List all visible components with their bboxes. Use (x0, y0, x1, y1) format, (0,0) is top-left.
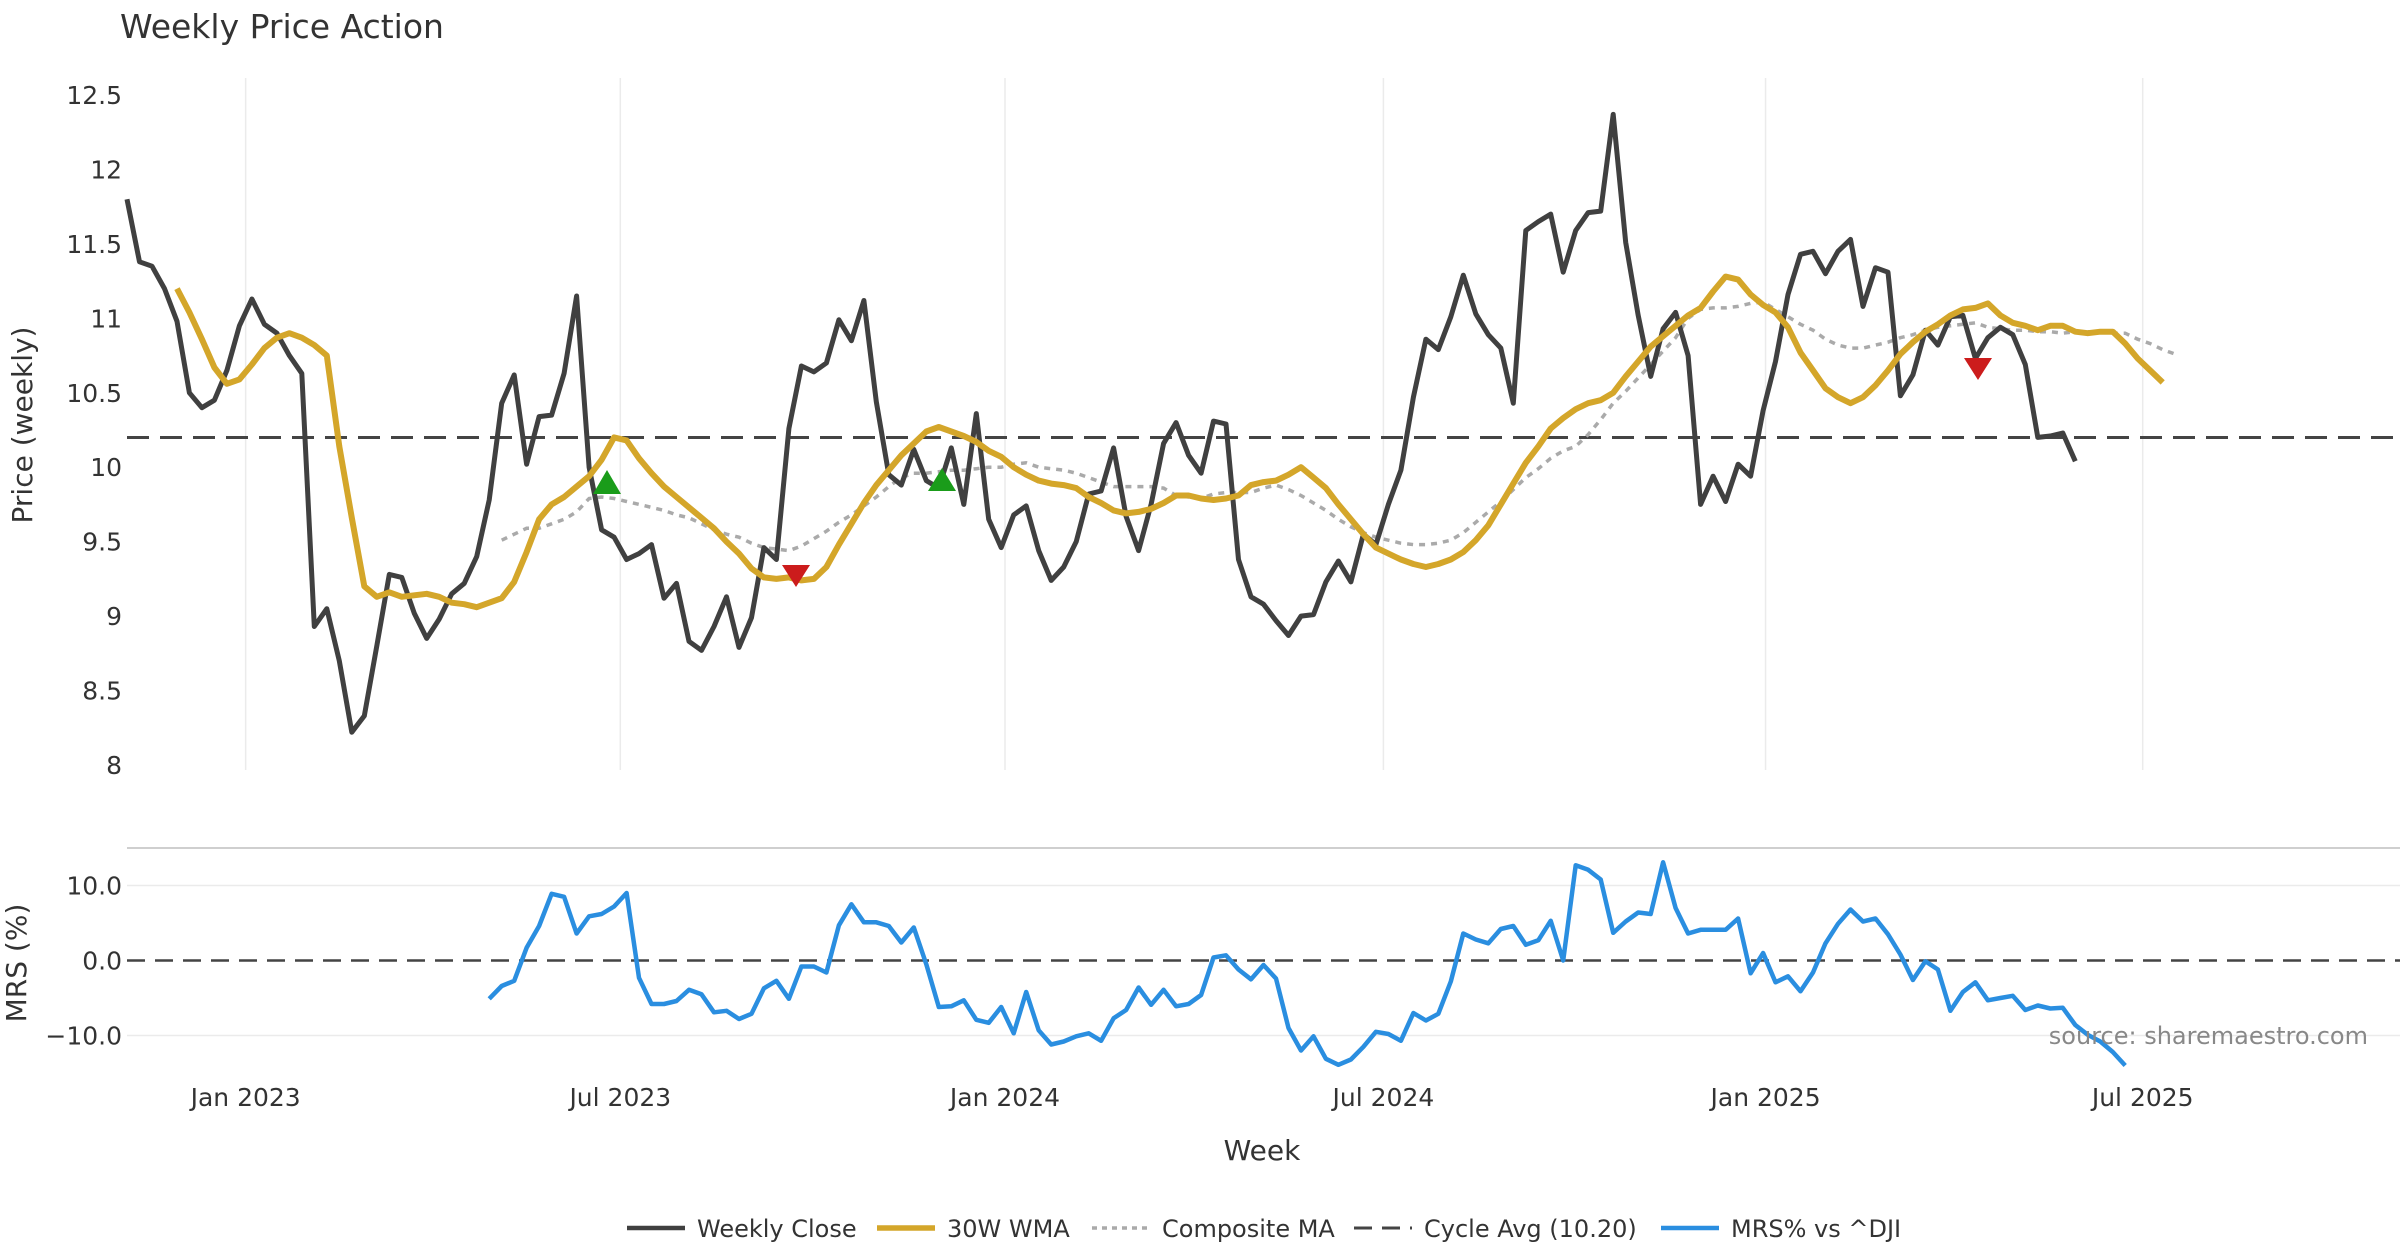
legend-label: 30W WMA (947, 1215, 1070, 1243)
x-tick-labels: Jan 2023 Jul 2023 Jan 2024 Jul 2024 Jan 2025… (189, 1083, 2194, 1112)
price-gridlines (244, 78, 2144, 770)
mrs-y-tick-labels: −10.0 0.0 10.0 (45, 872, 122, 1051)
buy-signal-marker (928, 468, 956, 491)
price-y-tick-label: 8.5 (82, 677, 122, 706)
price-y-tick-label: 12 (90, 155, 122, 184)
x-tick-label: Jan 2025 (1709, 1083, 1821, 1112)
mrs-y-tick-label: 10.0 (66, 872, 122, 901)
x-tick-label: Jul 2024 (1331, 1083, 1435, 1112)
mrs-y-tick-label: 0.0 (82, 947, 122, 976)
price-y-tick-label: 11 (90, 304, 122, 333)
signal-markers (593, 358, 1992, 587)
legend-label: MRS% vs ^DJI (1731, 1215, 1901, 1243)
legend-label: Weekly Close (697, 1215, 857, 1243)
price-y-tick-label: 11.5 (66, 230, 122, 259)
chart-title: Weekly Price Action (120, 7, 444, 46)
mrs-y-tick-label: −10.0 (45, 1022, 122, 1051)
price-y-tick-label: 9.5 (82, 528, 122, 557)
price-y-tick-label: 10 (90, 453, 122, 482)
x-tick-label: Jul 2025 (2090, 1083, 2194, 1112)
legend-label: Cycle Avg (10.20) (1424, 1215, 1637, 1243)
weekly-close-line (124, 111, 2078, 735)
sell-signal-marker (782, 565, 810, 587)
price-y-tick-label: 8 (106, 751, 122, 780)
buy-signal-marker (593, 470, 621, 494)
legend: Weekly Close 30W WMA Composite MA Cycle Avg… (627, 1215, 1901, 1243)
mrs-gridlines (127, 884, 2400, 1037)
x-tick-label: Jul 2023 (567, 1083, 671, 1112)
price-y-tick-label: 9 (106, 602, 122, 631)
wma-30w-line (174, 273, 2165, 611)
x-tick-label: Jan 2024 (948, 1083, 1060, 1112)
price-y-axis-title: Price (weekly) (6, 327, 39, 524)
mrs-y-axis-title: MRS (%) (0, 904, 33, 1023)
x-axis-title: Week (1224, 1134, 1301, 1167)
price-y-tick-labels: 8 8.5 9 9.5 10 10.5 11 11.5 12 12.5 (66, 81, 122, 780)
source-label: source: sharemaestro.com (2049, 1022, 2368, 1050)
x-tick-label: Jan 2023 (189, 1083, 301, 1112)
price-y-tick-label: 12.5 (66, 81, 122, 110)
price-y-tick-label: 10.5 (66, 379, 122, 408)
mrs-line (487, 860, 2127, 1068)
legend-label: Composite MA (1162, 1215, 1335, 1243)
sell-signal-marker (1964, 358, 1992, 380)
